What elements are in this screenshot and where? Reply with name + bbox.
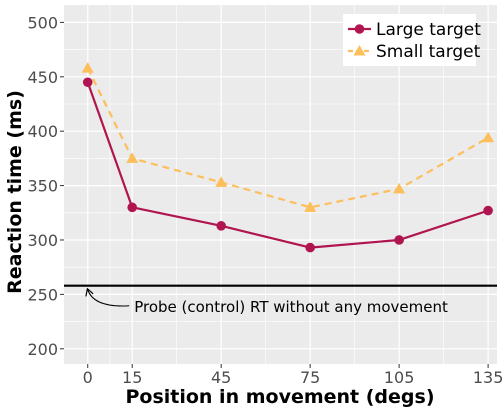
data-point-large-target [127,203,137,213]
x-tick-label: 0 [83,368,93,387]
x-axis-title: Position in movement (degs) [125,386,434,408]
x-tick-label: 15 [122,368,142,387]
data-point-large-target [305,243,315,253]
legend-label: Small target [376,42,481,62]
y-tick-label: 450 [27,68,58,87]
y-axis-title: Reaction time (ms) [4,90,26,294]
y-tick-label: 200 [27,340,58,359]
x-tick-label: 45 [211,368,231,387]
legend-label: Large target [376,20,481,40]
y-tick-label: 250 [27,285,58,304]
data-point-large-target [83,77,93,87]
data-point-large-target [216,221,226,231]
y-tick-label: 350 [27,177,58,196]
legend-key-circle [355,24,365,34]
data-point-large-target [483,206,493,216]
y-tick-label: 300 [27,231,58,250]
y-tick-label: 400 [27,122,58,141]
x-tick-label: 105 [384,368,415,387]
annotation-text: Probe (control) RT without any movement [134,298,448,316]
x-tick-label: 75 [300,368,320,387]
x-tick-label: 135 [473,368,504,387]
y-tick-label: 500 [27,13,58,32]
data-point-large-target [394,235,404,245]
